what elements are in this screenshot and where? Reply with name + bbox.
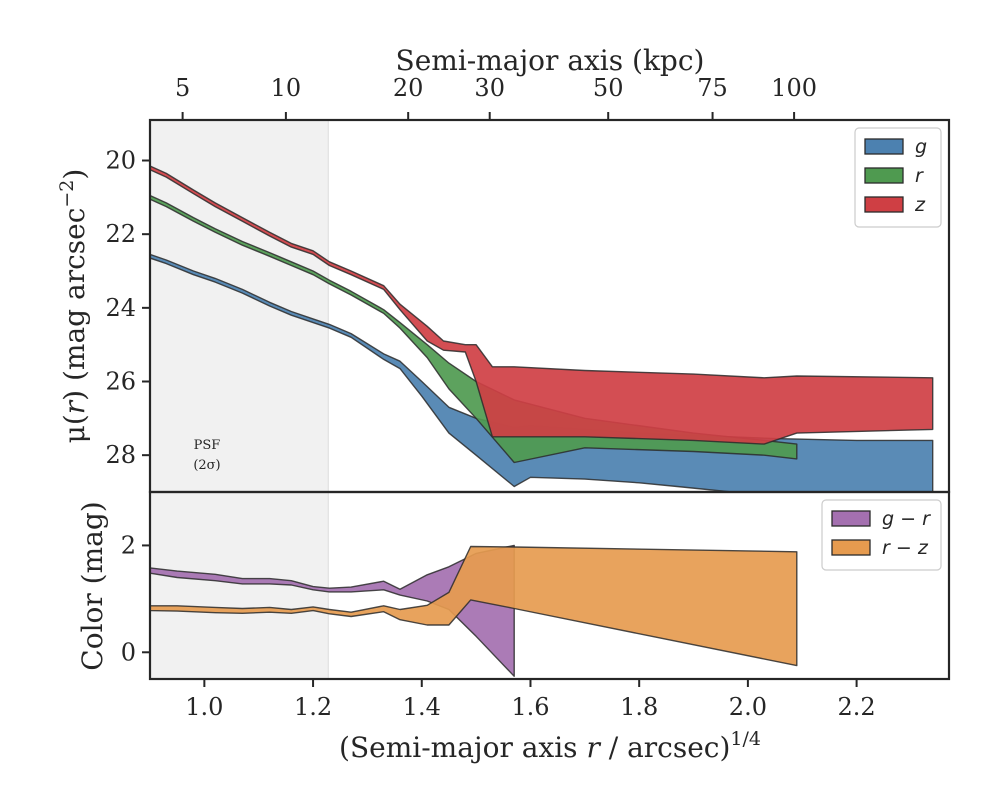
xtick-label: 2.0 — [729, 693, 767, 721]
ylabel-close: ) — [58, 169, 91, 180]
ylabel-sup: −2 — [56, 180, 78, 208]
color-axis-label: Color (mag) — [76, 501, 109, 670]
xlabel-var: r — [586, 731, 601, 764]
legend-color: g − r r − z — [821, 499, 942, 571]
top-tick-label: 20 — [393, 74, 424, 102]
xlabel-sup: 1/4 — [730, 728, 761, 750]
legend-label: g — [915, 136, 927, 158]
ytick-label: 20 — [105, 147, 136, 175]
xtick-label: 1.8 — [620, 693, 658, 721]
surface-brightness-axis-label: μ(r) (mag arcsec−2) — [56, 169, 91, 444]
top-tick-label: 75 — [697, 74, 728, 102]
ytick-label: 24 — [105, 294, 136, 322]
xtick-label: 2.2 — [838, 693, 876, 721]
color-ytick-label: 0 — [121, 638, 136, 666]
top-tick-label: 10 — [271, 74, 302, 102]
legend-label: z — [914, 194, 926, 216]
ylabel-post: ) (mag arcsec — [58, 208, 91, 401]
psf-sigma-label: (2σ) — [193, 458, 220, 473]
color-ytick-label: 2 — [121, 531, 136, 559]
ytick-label: 26 — [105, 368, 136, 396]
xlabel-post: / arcsec) — [600, 731, 731, 764]
band-gr — [150, 544, 515, 677]
xtick-label: 1.0 — [185, 693, 223, 721]
legend-swatch — [864, 167, 904, 184]
xtick-label: 1.4 — [403, 693, 441, 721]
psf-label: PSF — [194, 438, 221, 453]
axis-ticks: 20 22 24 26 28 5 10 20 30 50 75 100 0 2 1.0 1.2 1.4 1.6 1.… — [105, 74, 875, 721]
legend-swatch — [864, 196, 904, 213]
band-r — [150, 194, 798, 464]
legend-label: g − r — [882, 508, 931, 530]
legend-swatch — [831, 539, 871, 556]
psf-region — [150, 120, 329, 492]
color-series — [150, 544, 798, 677]
xtick-label: 1.2 — [294, 693, 332, 721]
ytick-label: 22 — [105, 220, 136, 248]
legend-label: r — [915, 165, 924, 187]
legend-label: r − z — [882, 537, 929, 559]
band-z — [150, 165, 934, 445]
ylabel-pre: μ( — [58, 414, 91, 443]
legend-surface-brightness: grz — [854, 127, 942, 228]
legend-swatch — [864, 138, 904, 155]
surface-brightness-series — [150, 165, 934, 492]
top-tick-label: 5 — [175, 74, 190, 102]
color-panel-frame — [148, 490, 951, 681]
xlabel-pre: (Semi-major axis — [339, 731, 586, 764]
xtick-label: 1.6 — [511, 693, 549, 721]
top-tick-label: 30 — [474, 74, 505, 102]
top-axis-label: Semi-major axis (kpc) — [396, 44, 705, 77]
ylabel-var: r — [58, 399, 91, 414]
x-axis-label: (Semi-major axis r / arcsec)1/4 — [339, 728, 761, 764]
legend-swatch — [831, 510, 871, 527]
band-rz — [150, 545, 798, 667]
top-tick-label: 100 — [771, 74, 817, 102]
ytick-label: 28 — [105, 441, 136, 469]
top-tick-label: 50 — [593, 74, 624, 102]
